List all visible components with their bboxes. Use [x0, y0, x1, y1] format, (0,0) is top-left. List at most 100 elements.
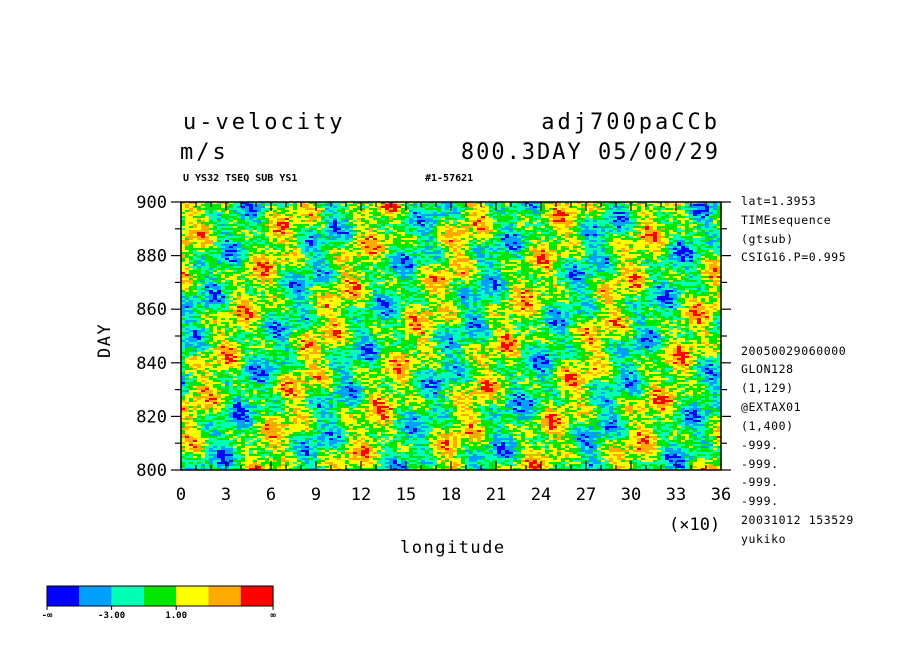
- heatmap-cell: [641, 246, 645, 248]
- heatmap-cell: [585, 254, 589, 256]
- heatmap-cell: [317, 216, 321, 218]
- heatmap-cell: [677, 244, 681, 246]
- heatmap-cell: [593, 268, 597, 270]
- heatmap-cell: [433, 226, 437, 228]
- heatmap-cell: [633, 256, 637, 258]
- heatmap-cell: [645, 248, 649, 250]
- heatmap-cell: [553, 262, 557, 264]
- heatmap-cell: [473, 244, 477, 246]
- heatmap-cell: [201, 230, 205, 232]
- heatmap-cell: [285, 242, 289, 244]
- heatmap-cell: [225, 240, 229, 242]
- heatmap-cell: [437, 250, 441, 252]
- heatmap-cell: [557, 244, 561, 246]
- heatmap-cell: [521, 266, 525, 268]
- heatmap-cell: [281, 272, 285, 274]
- heatmap-cell: [589, 240, 593, 242]
- heatmap-cell: [257, 274, 261, 276]
- heatmap-cell: [413, 226, 417, 228]
- heatmap-cell: [277, 206, 281, 208]
- heatmap-cell: [577, 204, 581, 206]
- heatmap-cell: [297, 274, 301, 276]
- heatmap-cell: [213, 232, 217, 234]
- heatmap-cell: [205, 220, 209, 222]
- heatmap-cell: [545, 250, 549, 252]
- side-info-8: (1,400): [741, 419, 794, 433]
- heatmap-cell: [489, 214, 493, 216]
- heatmap-cell: [429, 258, 433, 260]
- heatmap-cell: [317, 256, 321, 258]
- heatmap-cell: [445, 252, 449, 254]
- heatmap-cell: [525, 222, 529, 224]
- heatmap-cell: [673, 260, 677, 262]
- heatmap-cell: [513, 212, 517, 214]
- heatmap-cell: [449, 274, 453, 276]
- heatmap-cell: [341, 260, 345, 262]
- heatmap-cell: [417, 218, 421, 220]
- heatmap-cell: [221, 246, 225, 248]
- heatmap-cell: [445, 234, 449, 236]
- heatmap-cell: [641, 274, 645, 276]
- heatmap-cell: [509, 244, 513, 246]
- heatmap-cell: [301, 268, 305, 270]
- heatmap-cell: [545, 228, 549, 230]
- heatmap-cell: [509, 270, 513, 272]
- heatmap-cell: [501, 216, 505, 218]
- heatmap-cell: [645, 264, 649, 266]
- heatmap-cell: [501, 244, 505, 246]
- heatmap-cell: [293, 270, 297, 272]
- heatmap-cell: [193, 216, 197, 218]
- heatmap-cell: [709, 212, 713, 214]
- heatmap-cell: [233, 274, 237, 276]
- heatmap-cell: [593, 212, 597, 214]
- heatmap-cell: [413, 272, 417, 274]
- heatmap-cell: [253, 230, 257, 232]
- heatmap-cell: [449, 228, 453, 230]
- heatmap-cell: [233, 230, 237, 232]
- heatmap-cell: [261, 264, 265, 266]
- heatmap-cell: [473, 232, 477, 234]
- heatmap-cell: [513, 220, 517, 222]
- heatmap-cell: [369, 240, 373, 242]
- heatmap-cell: [581, 254, 585, 256]
- heatmap-cell: [257, 218, 261, 220]
- heatmap-cell: [593, 254, 597, 256]
- heatmap-cell: [333, 264, 337, 266]
- heatmap-cell: [245, 224, 249, 226]
- heatmap-cell: [341, 228, 345, 230]
- heatmap-cell: [293, 260, 297, 262]
- heatmap-cell: [433, 236, 437, 238]
- heatmap-cell: [377, 252, 381, 254]
- heatmap-cell: [289, 212, 293, 214]
- heatmap-cell: [269, 234, 273, 236]
- heatmap-cell: [513, 228, 517, 230]
- heatmap-cell: [241, 240, 245, 242]
- heatmap-cell: [225, 216, 229, 218]
- heatmap-cell: [405, 220, 409, 222]
- heatmap-cell: [633, 222, 637, 224]
- heatmap-cell: [289, 228, 293, 230]
- heatmap-cell: [689, 208, 693, 210]
- heatmap-cell: [689, 254, 693, 256]
- heatmap-cell: [517, 234, 521, 236]
- heatmap-cell: [501, 272, 505, 274]
- heatmap-cell: [561, 274, 565, 276]
- heatmap-cell: [201, 234, 205, 236]
- heatmap-cell: [585, 214, 589, 216]
- heatmap-cell: [685, 272, 689, 274]
- heatmap-cell: [717, 228, 721, 230]
- heatmap-cell: [557, 262, 561, 264]
- heatmap-cell: [545, 208, 549, 210]
- heatmap-cell: [329, 268, 333, 270]
- heatmap-cell: [245, 204, 249, 206]
- heatmap-cell: [597, 258, 601, 260]
- heatmap-cell: [405, 222, 409, 224]
- heatmap-cell: [277, 258, 281, 260]
- heatmap-cell: [405, 210, 409, 212]
- heatmap-cell: [669, 216, 673, 218]
- heatmap-cell: [417, 248, 421, 250]
- heatmap-cell: [345, 204, 349, 206]
- heatmap-cell: [461, 244, 465, 246]
- heatmap-cell: [641, 256, 645, 258]
- heatmap-cell: [317, 234, 321, 236]
